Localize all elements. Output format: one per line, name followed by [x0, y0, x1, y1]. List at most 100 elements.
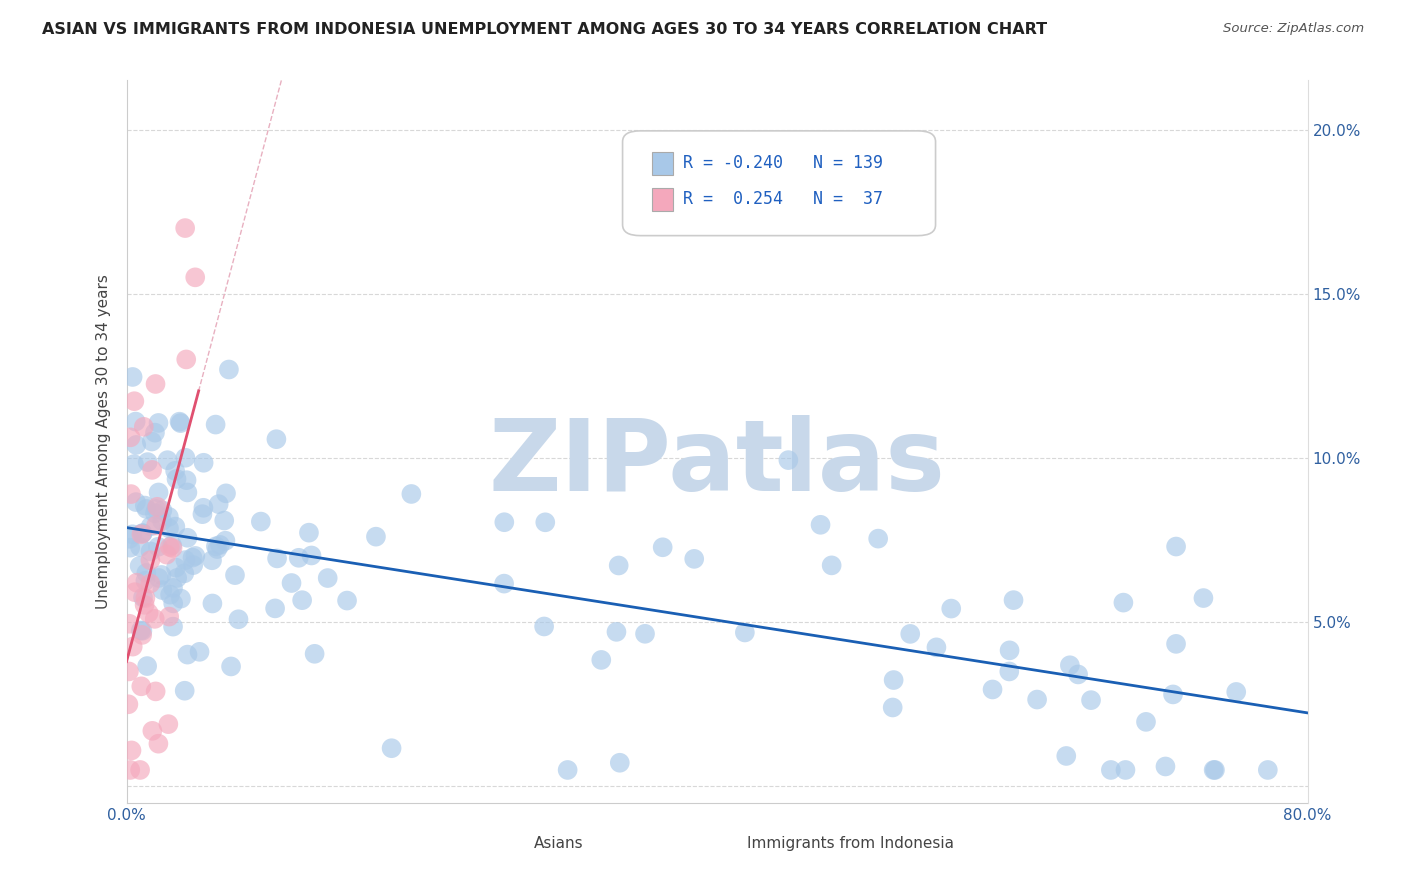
Point [145, 376, 167, 391]
Point [165, 519, 187, 533]
Point [150, 514, 173, 528]
Point [139, 519, 162, 533]
Point [129, 679, 152, 693]
Point [176, 648, 198, 662]
Point [131, 526, 153, 541]
Point [169, 415, 191, 429]
Point [1067, 667, 1090, 681]
Point [201, 597, 224, 611]
Point [148, 737, 170, 751]
Point [157, 717, 180, 731]
Point [176, 473, 198, 487]
Point [145, 502, 167, 516]
Point [266, 432, 288, 446]
Point [228, 612, 250, 626]
Point [124, 415, 146, 429]
Point [125, 575, 148, 590]
Point [304, 647, 326, 661]
Point [131, 624, 153, 638]
Point [134, 591, 156, 605]
Point [1164, 540, 1187, 554]
Point [212, 514, 235, 528]
Point [139, 553, 162, 567]
Point [132, 591, 155, 605]
Point [118, 616, 141, 631]
FancyBboxPatch shape [652, 152, 673, 175]
Point [121, 743, 143, 757]
Point [166, 571, 188, 585]
Point [1161, 687, 1184, 701]
Point [1114, 763, 1136, 777]
Point [120, 430, 142, 444]
Point [301, 549, 323, 563]
Point [882, 700, 904, 714]
Point [174, 450, 197, 465]
Point [1192, 591, 1215, 605]
Point [287, 550, 309, 565]
Point [1135, 714, 1157, 729]
Point [1204, 763, 1226, 777]
Text: Asians: Asians [534, 836, 583, 851]
Point [162, 581, 184, 595]
Point [121, 370, 143, 384]
Point [188, 645, 211, 659]
Point [131, 527, 153, 541]
Point [173, 566, 195, 581]
Point [557, 763, 579, 777]
Point [129, 540, 152, 554]
Point [138, 606, 160, 620]
Point [494, 576, 516, 591]
Point [121, 640, 143, 654]
FancyBboxPatch shape [652, 188, 673, 211]
Point [941, 601, 963, 615]
Point [132, 419, 155, 434]
Point [208, 538, 231, 552]
Point [208, 497, 231, 511]
Point [145, 518, 167, 533]
Point [169, 416, 191, 430]
Point [135, 502, 157, 516]
Point [148, 571, 170, 585]
Point [160, 538, 183, 552]
Point [174, 352, 197, 367]
Point [131, 628, 153, 642]
Point [591, 653, 613, 667]
FancyBboxPatch shape [711, 835, 737, 851]
Point [291, 593, 314, 607]
Point [1154, 759, 1177, 773]
Point [218, 362, 240, 376]
Point [165, 464, 187, 478]
Point [214, 533, 236, 548]
Text: R = -0.240   N = 139: R = -0.240 N = 139 [683, 154, 883, 172]
Point [883, 673, 905, 687]
Point [1202, 763, 1225, 777]
Point [181, 558, 204, 573]
FancyBboxPatch shape [623, 131, 935, 235]
Point [336, 593, 359, 607]
Y-axis label: Unemployment Among Ages 30 to 34 years: Unemployment Among Ages 30 to 34 years [96, 274, 111, 609]
Point [120, 541, 142, 555]
Point [193, 500, 215, 515]
Point [174, 221, 197, 235]
Point [1112, 596, 1135, 610]
Point [157, 521, 180, 535]
Point [1054, 748, 1077, 763]
Point [810, 517, 832, 532]
Point [1257, 763, 1279, 777]
Point [651, 541, 673, 555]
Point [176, 485, 198, 500]
Point [1225, 685, 1247, 699]
Point [998, 643, 1021, 657]
Point [156, 453, 179, 467]
Point [150, 503, 173, 517]
Point [215, 486, 238, 500]
Point [136, 455, 159, 469]
Point [141, 723, 163, 738]
Point [129, 624, 152, 638]
Point [1026, 692, 1049, 706]
Point [609, 756, 631, 770]
Point [607, 558, 630, 573]
Point [134, 598, 156, 612]
Point [224, 568, 246, 582]
Point [143, 612, 166, 626]
